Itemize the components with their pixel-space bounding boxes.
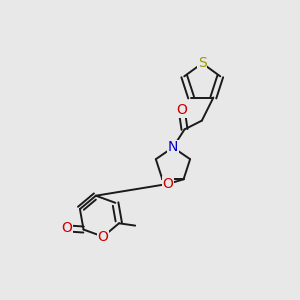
Text: O: O	[162, 177, 173, 191]
Text: S: S	[198, 56, 207, 70]
Text: O: O	[176, 103, 187, 118]
Text: N: N	[168, 140, 178, 154]
Text: O: O	[61, 221, 72, 236]
Text: O: O	[98, 230, 109, 244]
